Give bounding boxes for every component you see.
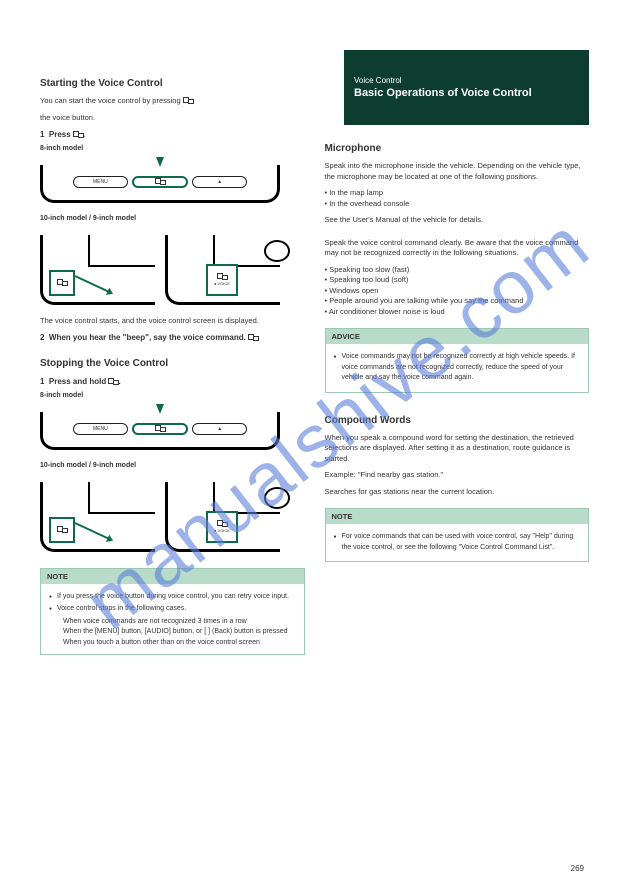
advice-body: Voice commands may not be recognized cor… <box>326 344 589 392</box>
device-frame: MENU ▲ <box>40 165 280 203</box>
header-subtitle: Voice Control <box>354 76 579 85</box>
page-number: 269 <box>571 864 584 873</box>
note-item: For voice commands that can be used with… <box>334 532 581 553</box>
header-box: Voice Control Basic Operations of Voice … <box>344 50 589 125</box>
body-text: Speak into the microphone inside the veh… <box>325 161 590 182</box>
step-label: 1 Press and hold . <box>40 377 305 386</box>
body-text: Searches for gas stations near the curre… <box>325 487 590 498</box>
body-text: When you speak a compound word for setti… <box>325 433 590 465</box>
diagram-caption: 10-inch model / 9-inch model <box>40 214 305 224</box>
diagram-caption: 8-inch model <box>40 391 305 401</box>
voice-icon <box>217 520 227 528</box>
note-item: If you press the voice button during voi… <box>49 592 296 603</box>
note-box: NOTE For voice commands that can be used… <box>325 508 590 562</box>
voice-icon <box>57 526 67 534</box>
header-title: Basic Operations of Voice Control <box>354 87 579 99</box>
section-title: Compound Words <box>325 415 590 426</box>
section-title: Microphone <box>325 143 590 154</box>
device-diagram-8inch: MENU ▲ <box>40 412 280 450</box>
voice-icon <box>155 425 165 433</box>
device-frame-9inch: ● VOICE <box>165 482 280 552</box>
voice-button-graphic <box>132 423 189 435</box>
diagram-caption: 8-inch model <box>40 144 305 154</box>
voice-icon <box>73 131 83 139</box>
note-heading: NOTE <box>326 509 589 524</box>
voice-icon <box>108 378 118 386</box>
device-frame: MENU ▲ <box>40 412 280 450</box>
arrow-icon <box>75 275 112 294</box>
voice-icon <box>183 97 193 105</box>
note-body: For voice commands that can be used with… <box>326 524 589 561</box>
body-text: the voice button. <box>40 113 305 124</box>
advice-item: Voice commands may not be recognized cor… <box>334 352 581 384</box>
diagram-caption: 10-inch model / 9-inch model <box>40 461 305 471</box>
device-frame-10inch <box>40 235 155 305</box>
voice-icon <box>248 334 258 342</box>
device-diagram-dual: ● VOICE <box>40 235 305 305</box>
body-text: You can start the voice control by press… <box>40 96 305 107</box>
advice-heading: ADVICE <box>326 329 589 344</box>
note-item: Voice control stops in the following cas… <box>49 604 296 615</box>
body-text: See the User's Manual of the vehicle for… <box>325 215 590 226</box>
step-label: 1 Press . <box>40 130 305 139</box>
body-list: • Speaking too slow (fast) • Speaking to… <box>325 265 590 318</box>
arrow-icon <box>75 522 112 541</box>
section-title: Starting the Voice Control <box>40 78 305 89</box>
advice-box: ADVICE Voice commands may not be recogni… <box>325 328 590 393</box>
body-list: • In the map lamp • In the overhead cons… <box>325 188 590 209</box>
step-label: 2 When you hear the "beep", say the voic… <box>40 333 305 342</box>
voice-icon <box>217 273 227 281</box>
note-subitem: When voice commands are not recognized 3… <box>63 617 296 628</box>
voice-button-graphic <box>132 176 189 188</box>
menu-button-graphic: MENU <box>73 176 128 188</box>
device-frame-9inch: ● VOICE <box>165 235 280 305</box>
voice-button-graphic: ● VOICE <box>206 511 238 543</box>
note-box: NOTE If you press the voice button durin… <box>40 568 305 656</box>
body-text: Example: "Find nearby gas station." <box>325 470 590 481</box>
voice-button-graphic <box>49 517 75 543</box>
menu-button-graphic: MENU <box>73 423 128 435</box>
note-heading: NOTE <box>41 569 304 584</box>
voice-icon <box>155 178 165 186</box>
section-title: Stopping the Voice Control <box>40 358 305 369</box>
voice-icon <box>57 279 67 287</box>
device-frame-10inch <box>40 482 155 552</box>
arrow-icon <box>156 157 164 167</box>
voice-button-graphic: ● VOICE <box>206 264 238 296</box>
device-diagram-dual: ● VOICE <box>40 482 305 552</box>
note-subitem: When the [MENU] button, [AUDIO] button, … <box>63 627 296 638</box>
eject-button-graphic: ▲ <box>192 423 247 435</box>
note-subitem: When you touch a button other than on th… <box>63 638 296 649</box>
body-text: Speak the voice control command clearly.… <box>325 238 590 259</box>
voice-button-graphic <box>49 270 75 296</box>
device-diagram-8inch: MENU ▲ <box>40 165 280 203</box>
eject-button-graphic: ▲ <box>192 176 247 188</box>
right-column: Microphone Speak into the microphone ins… <box>325 50 590 663</box>
body-text: The voice control starts, and the voice … <box>40 316 305 327</box>
arrow-icon <box>156 404 164 414</box>
note-body: If you press the voice button during voi… <box>41 584 304 655</box>
left-column: Starting the Voice Control You can start… <box>40 50 305 663</box>
